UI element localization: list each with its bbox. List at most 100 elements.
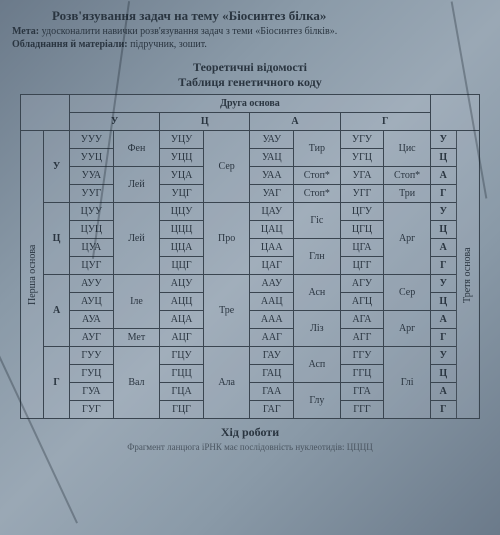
aa-cell: Глі bbox=[384, 347, 431, 419]
first-base: А bbox=[44, 275, 70, 347]
aa-cell: Сер bbox=[384, 275, 431, 311]
footer-sub: Фрагмент ланцюга іРНК має послідовність … bbox=[12, 442, 488, 452]
codon-cell: ЦАГ bbox=[250, 257, 294, 275]
codon-cell: АГГ bbox=[340, 329, 384, 347]
third-base: А bbox=[430, 383, 456, 401]
aa-cell: Арг bbox=[384, 311, 431, 347]
codon-cell: АЦА bbox=[160, 311, 204, 329]
codon-cell: АУУ bbox=[69, 275, 113, 293]
codon-cell: ГЦА bbox=[160, 383, 204, 401]
aa-cell: Вал bbox=[113, 347, 159, 419]
aa-cell: Фен bbox=[113, 131, 159, 167]
codon-cell: ГГУ bbox=[340, 347, 384, 365]
codon-cell: ЦГЦ bbox=[340, 221, 384, 239]
third-base: Ц bbox=[430, 149, 456, 167]
first-base: У bbox=[44, 131, 70, 203]
base-header: А bbox=[250, 113, 340, 131]
codon-cell: АГА bbox=[340, 311, 384, 329]
base-header: Г bbox=[340, 113, 430, 131]
codon-cell: УГУ bbox=[340, 131, 384, 149]
codon-cell: ААУ bbox=[250, 275, 294, 293]
codon-cell: АЦЦ bbox=[160, 293, 204, 311]
codon-cell: АУЦ bbox=[69, 293, 113, 311]
third-base: А bbox=[430, 167, 456, 185]
codon-cell: УАА bbox=[250, 167, 294, 185]
codon-cell: УГА bbox=[340, 167, 384, 185]
aa-cell: Тре bbox=[203, 275, 249, 347]
aa-cell: Про bbox=[203, 203, 249, 275]
codon-cell: ГГА bbox=[340, 383, 384, 401]
third-base: А bbox=[430, 239, 456, 257]
codon-cell: ГЦГ bbox=[160, 401, 204, 419]
aa-cell: Арг bbox=[384, 203, 431, 275]
base-header: Ц bbox=[160, 113, 250, 131]
meta-text: удосконалити навички розв'язування задач… bbox=[42, 26, 338, 37]
codon-cell: УЦА bbox=[160, 167, 204, 185]
third-base: Ц bbox=[430, 365, 456, 383]
codon-cell: УГЦ bbox=[340, 149, 384, 167]
codon-cell: ЦАУ bbox=[250, 203, 294, 221]
codon-cell: УГГ bbox=[340, 185, 384, 203]
codon-cell: ЦУА bbox=[69, 239, 113, 257]
codon-cell: ГЦЦ bbox=[160, 365, 204, 383]
codon-cell: ЦУГ bbox=[69, 257, 113, 275]
third-base: Ц bbox=[430, 221, 456, 239]
aa-cell: Цис bbox=[384, 131, 431, 167]
base-header: У bbox=[69, 113, 159, 131]
third-base: У bbox=[430, 347, 456, 365]
codon-cell: УУУ bbox=[69, 131, 113, 149]
theory-heading: Теоретичні відомості bbox=[12, 60, 488, 75]
equip-text: підручник, зошит. bbox=[130, 39, 207, 50]
page-title: Розв'язування задач на тему «Біосинтез б… bbox=[12, 8, 488, 24]
aa-cell: Лей bbox=[113, 203, 159, 275]
codon-cell: ГУА bbox=[69, 383, 113, 401]
codon-cell: АЦУ bbox=[160, 275, 204, 293]
third-base-label: Третя основа bbox=[456, 131, 479, 419]
first-base-label: Перша основа bbox=[21, 131, 44, 419]
aa-cell: Ала bbox=[203, 347, 249, 419]
codon-cell: УЦГ bbox=[160, 185, 204, 203]
table-title: Таблиця генетичного коду bbox=[12, 75, 488, 90]
codon-cell: ЦГГ bbox=[340, 257, 384, 275]
meta-label: Мета: bbox=[12, 26, 39, 37]
equip-line: Обладнання й матеріали: підручник, зошит… bbox=[12, 39, 488, 50]
codon-cell: ГУЦ bbox=[69, 365, 113, 383]
work-heading: Хід роботи bbox=[12, 425, 488, 440]
aa-cell: Ліз bbox=[294, 311, 340, 347]
codon-cell: УАЦ bbox=[250, 149, 294, 167]
second-base-header: Друга основа bbox=[69, 95, 430, 113]
aa-cell: Стоп* bbox=[384, 167, 431, 185]
third-base: А bbox=[430, 311, 456, 329]
codon-cell: ГАА bbox=[250, 383, 294, 401]
equip-label: Обладнання й матеріали: bbox=[12, 39, 128, 50]
codon-cell: ГАГ bbox=[250, 401, 294, 419]
aa-cell: Тир bbox=[294, 131, 340, 167]
aa-cell: Іле bbox=[113, 275, 159, 329]
codon-cell: УУЦ bbox=[69, 149, 113, 167]
codon-cell: ГУГ bbox=[69, 401, 113, 419]
codon-cell: УУА bbox=[69, 167, 113, 185]
codon-cell: ЦУЦ bbox=[69, 221, 113, 239]
codon-cell: ААА bbox=[250, 311, 294, 329]
codon-cell: АЦГ bbox=[160, 329, 204, 347]
third-base: Г bbox=[430, 185, 456, 203]
meta-line: Мета: удосконалити навички розв'язування… bbox=[12, 26, 488, 37]
codon-cell: ЦЦУ bbox=[160, 203, 204, 221]
codon-cell: АУА bbox=[69, 311, 113, 329]
codon-cell: ААЦ bbox=[250, 293, 294, 311]
codon-cell: ЦЦЦ bbox=[160, 221, 204, 239]
codon-cell: АГУ bbox=[340, 275, 384, 293]
aa-cell: Асн bbox=[294, 275, 340, 311]
third-base: У bbox=[430, 203, 456, 221]
aa-cell: Глн bbox=[294, 239, 340, 275]
codon-cell: АГЦ bbox=[340, 293, 384, 311]
codon-cell: ЦЦА bbox=[160, 239, 204, 257]
third-base: У bbox=[430, 275, 456, 293]
codon-cell: ЦГА bbox=[340, 239, 384, 257]
codon-cell: ЦУУ bbox=[69, 203, 113, 221]
codon-cell: УУГ bbox=[69, 185, 113, 203]
first-base: Г bbox=[44, 347, 70, 419]
codon-cell: ГАУ bbox=[250, 347, 294, 365]
aa-cell: Гіс bbox=[294, 203, 340, 239]
aa-cell: Стоп* bbox=[294, 167, 340, 185]
